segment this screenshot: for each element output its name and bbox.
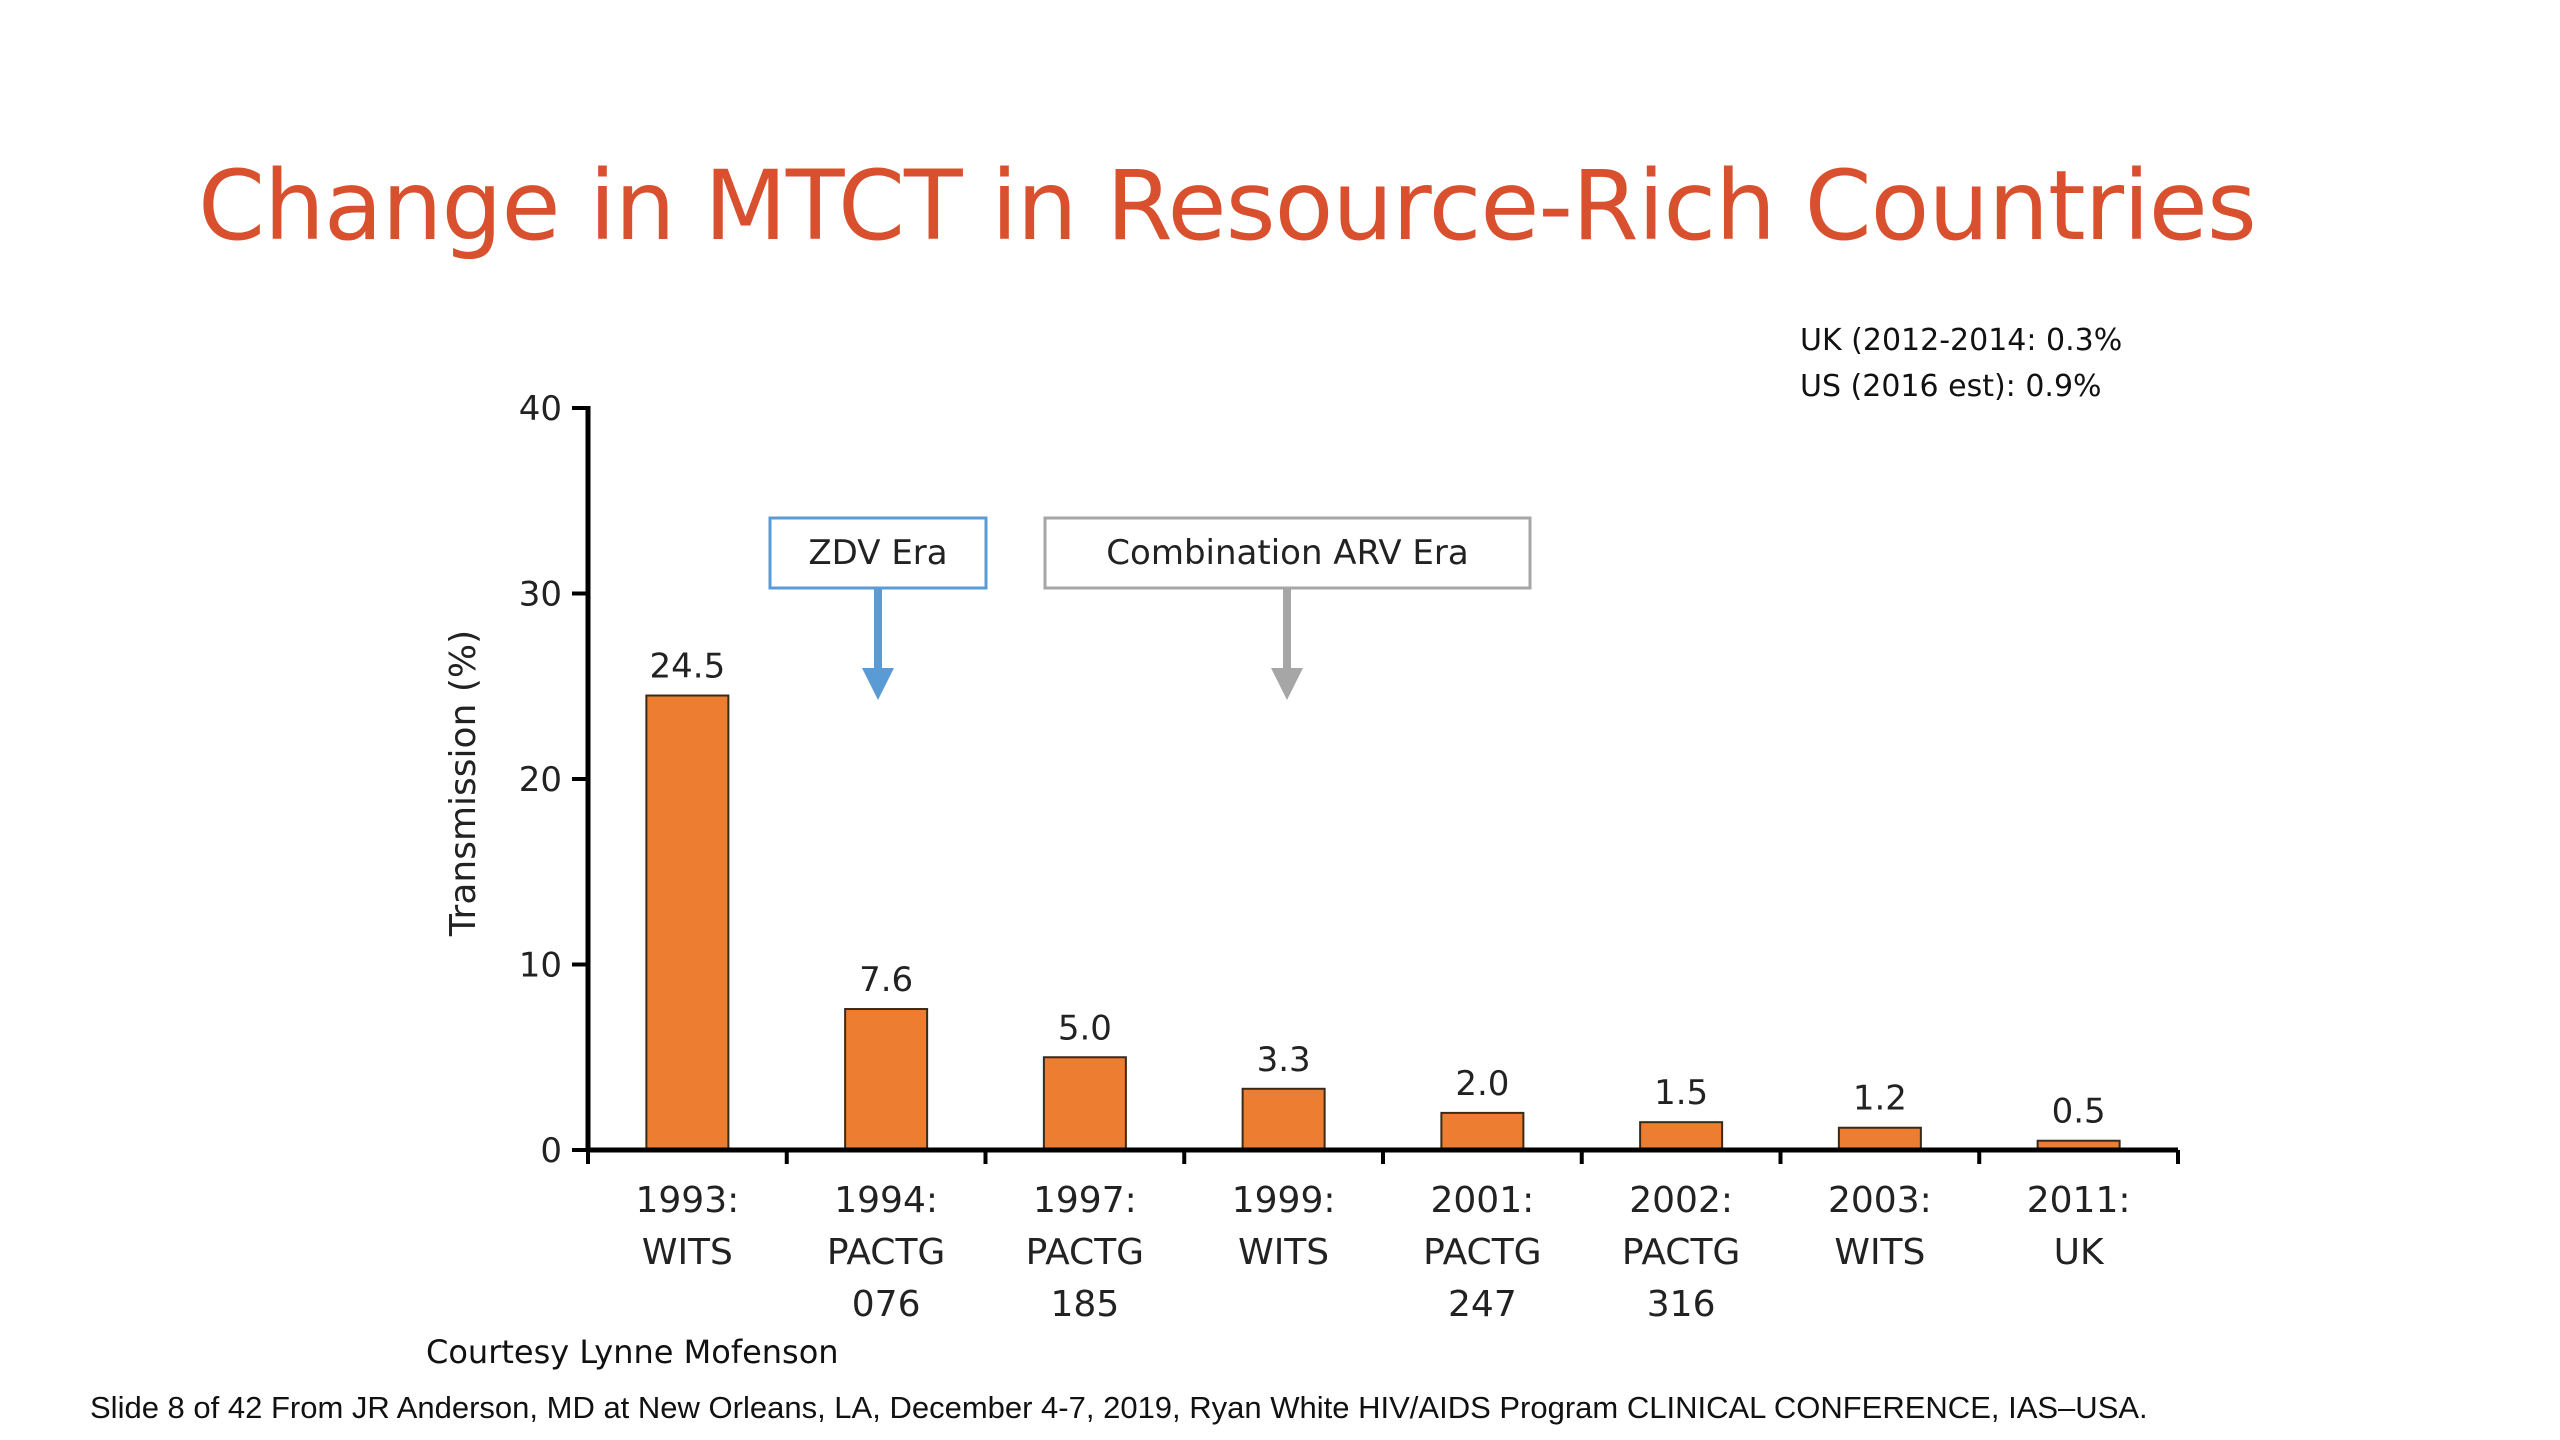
bar-2 xyxy=(1042,1056,1127,1151)
labels-group: 24.5 1993: WITS 7.6 1994: PACTG 076 5.0 1997: PAC… xyxy=(443,389,2131,1325)
bar-3 xyxy=(1241,1087,1326,1152)
annotation-box-0 xyxy=(768,516,988,590)
value-label-5: 1.5 xyxy=(1654,1073,1708,1113)
category-label-5-0: 2002: xyxy=(1629,1180,1733,1221)
y-tick-label-4: 40 xyxy=(519,389,562,429)
slide-footer: Slide 8 of 42 From JR Anderson, MD at Ne… xyxy=(90,1390,2148,1425)
transmission-notes: UK (2012-2014: 0.3% US (2016 est): 0.9% xyxy=(1800,318,2122,410)
bar-6 xyxy=(1837,1126,1922,1151)
slide-title: Change in MTCT in Resource-Rich Countrie… xyxy=(198,150,2257,262)
category-label-4-1: PACTG xyxy=(1423,1232,1541,1273)
value-label-0: 24.5 xyxy=(650,647,726,687)
courtesy-credit: Courtesy Lynne Mofenson xyxy=(426,1333,839,1371)
bar-0 xyxy=(645,694,730,1152)
category-label-7-1: UK xyxy=(2054,1232,2105,1273)
category-label-4-0: 2001: xyxy=(1431,1180,1535,1221)
uk-note: UK (2012-2014: 0.3% xyxy=(1800,323,2123,358)
value-label-4: 2.0 xyxy=(1455,1064,1509,1104)
annotation-box-1 xyxy=(1043,516,1532,590)
annotation-label-1: Combination ARV Era xyxy=(1106,533,1468,573)
category-label-7-0: 2011: xyxy=(2027,1180,2131,1221)
category-label-2-1: PACTG xyxy=(1026,1232,1144,1273)
bar-group xyxy=(645,694,2121,1152)
category-label-2-0: 1997: xyxy=(1033,1180,1137,1221)
category-label-2-2: 185 xyxy=(1051,1284,1120,1325)
y-tick-label-2: 20 xyxy=(519,760,562,800)
category-label-6-0: 2003: xyxy=(1828,1180,1932,1221)
bar-5 xyxy=(1639,1121,1724,1152)
category-label-1-2: 076 xyxy=(852,1284,921,1325)
bar-1 xyxy=(844,1008,929,1152)
category-label-3-0: 1999: xyxy=(1232,1180,1336,1221)
y-tick-label-0: 0 xyxy=(540,1131,562,1171)
y-tick-label-3: 30 xyxy=(519,575,562,615)
category-label-5-2: 316 xyxy=(1647,1284,1716,1325)
category-label-4-2: 247 xyxy=(1448,1284,1517,1325)
bar-4 xyxy=(1440,1111,1525,1152)
value-label-7: 0.5 xyxy=(2052,1092,2106,1132)
value-label-2: 5.0 xyxy=(1058,1008,1112,1048)
value-label-6: 1.2 xyxy=(1853,1079,1907,1119)
category-label-0-0: 1993: xyxy=(636,1180,740,1221)
axes xyxy=(572,406,2180,1164)
y-tick-label-1: 10 xyxy=(519,946,562,986)
annotation-label-0: ZDV Era xyxy=(808,533,947,573)
category-label-6-1: WITS xyxy=(1834,1232,1925,1273)
value-label-3: 3.3 xyxy=(1257,1040,1311,1080)
annotation-arrow-head-0 xyxy=(862,668,894,700)
us-note: US (2016 est): 0.9% xyxy=(1800,369,2102,404)
category-label-3-1: WITS xyxy=(1238,1232,1329,1273)
value-label-1: 7.6 xyxy=(859,960,913,1000)
category-label-0-1: WITS xyxy=(642,1232,733,1273)
category-label-1-1: PACTG xyxy=(827,1232,945,1273)
y-axis-label: Transmission (%) xyxy=(443,630,484,937)
category-label-1-0: 1994: xyxy=(834,1180,938,1221)
annotation-arrow-head-1 xyxy=(1271,668,1303,700)
category-label-5-1: PACTG xyxy=(1622,1232,1740,1273)
annotations-group: ZDV Era Combination ARV Era xyxy=(768,516,1532,700)
